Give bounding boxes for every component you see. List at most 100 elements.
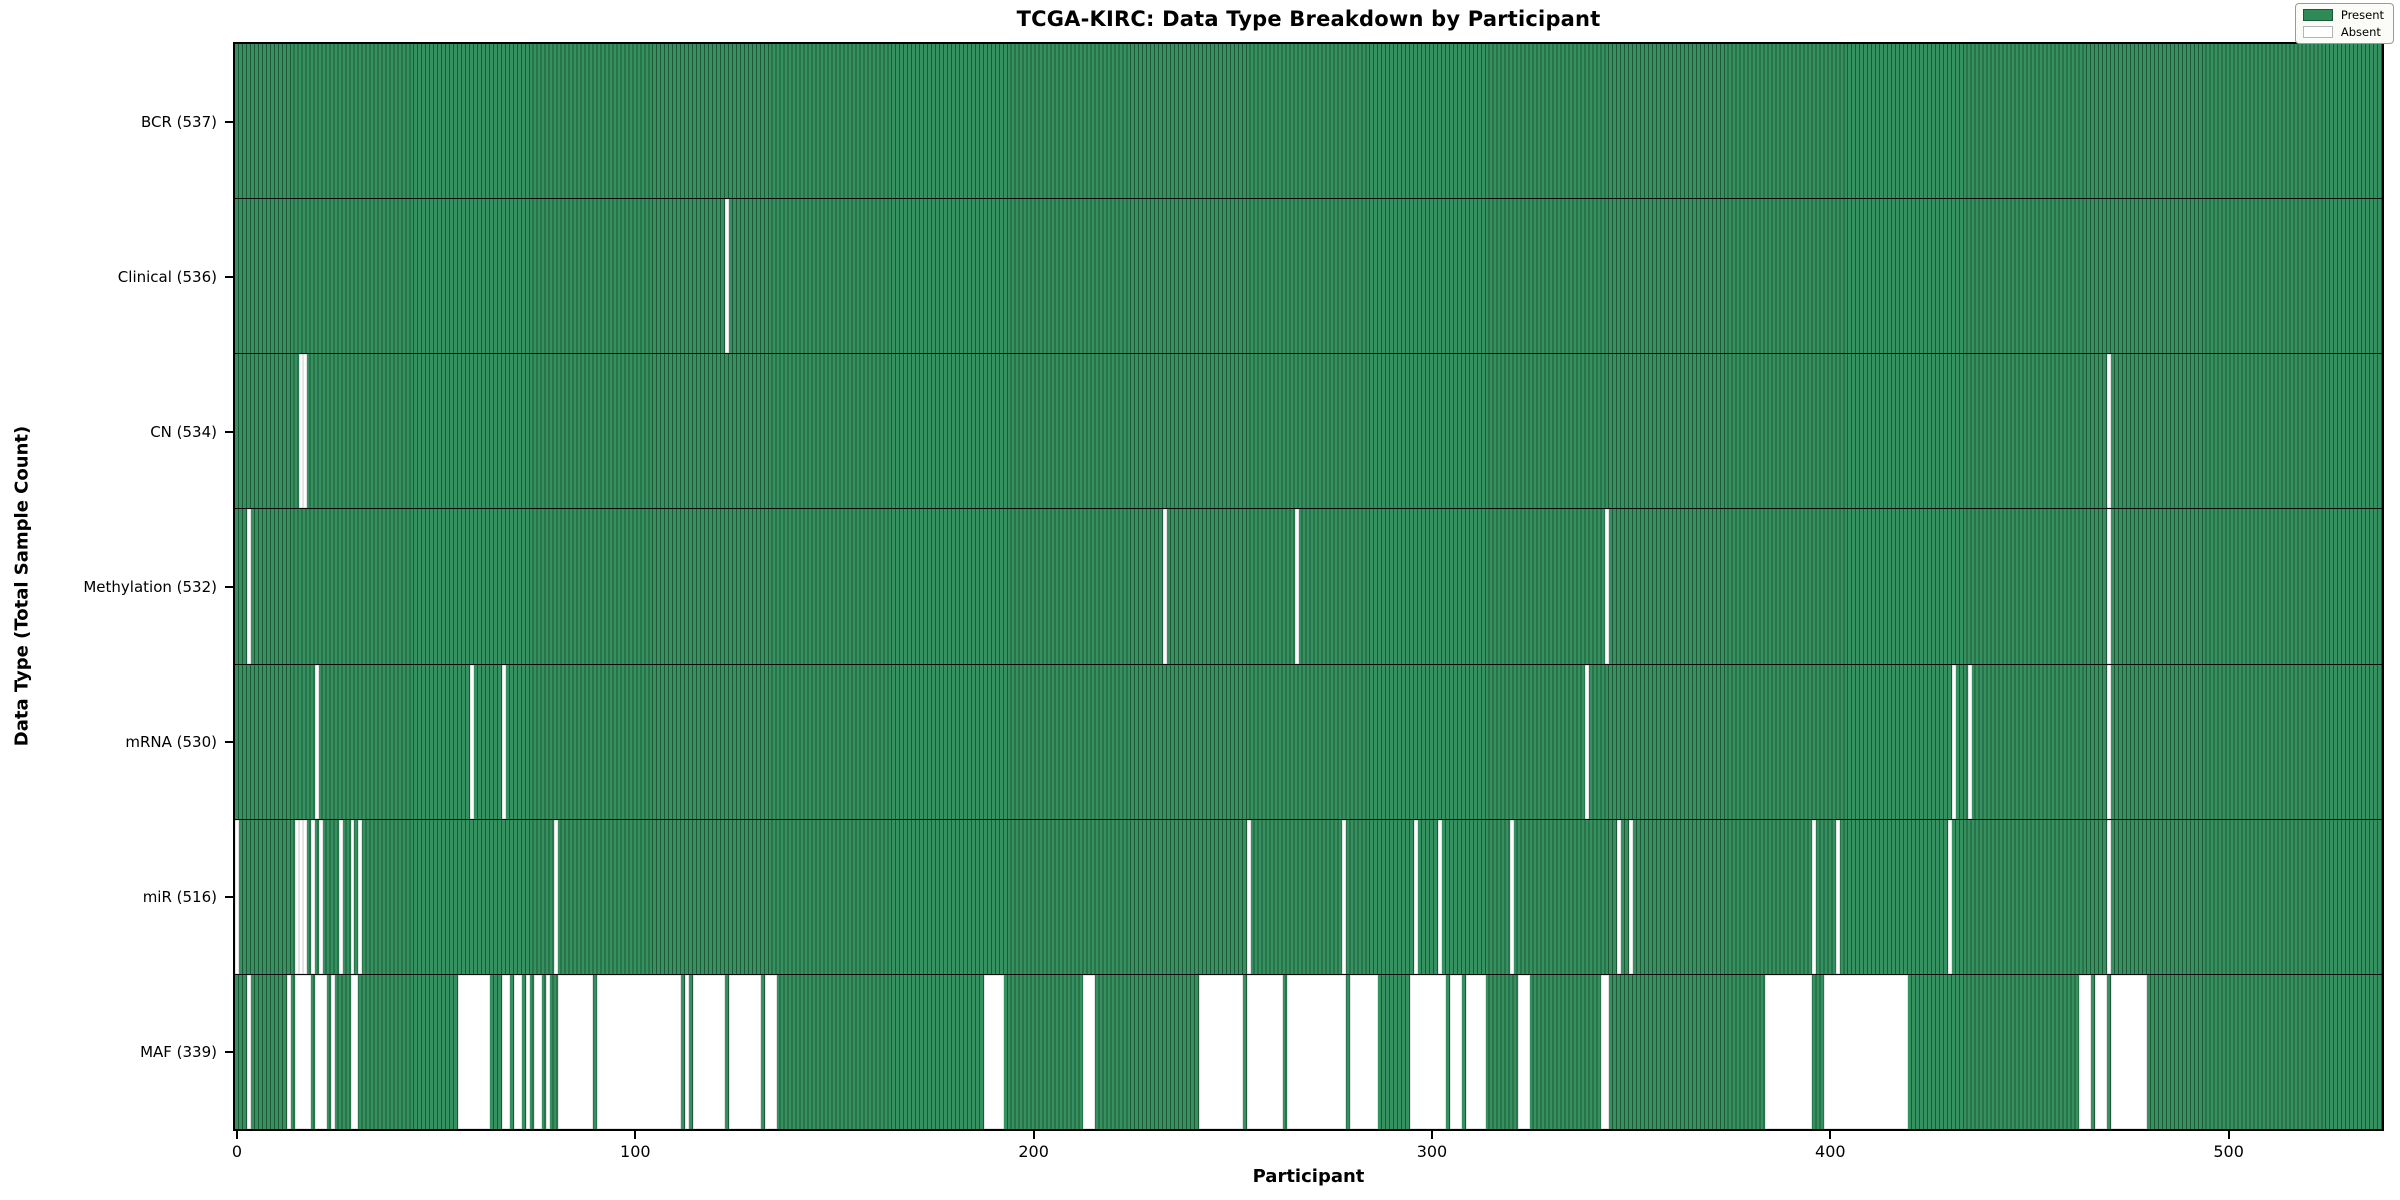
absent-bar bbox=[1465, 974, 1486, 1129]
y-tick-mark bbox=[225, 585, 233, 588]
absent-bar bbox=[470, 664, 474, 819]
absent-bar bbox=[1951, 664, 1956, 819]
legend-item-absent: Absent bbox=[2302, 25, 2384, 39]
absent-bar bbox=[1437, 819, 1442, 974]
absent-bar bbox=[724, 199, 729, 354]
absent-bar bbox=[302, 819, 307, 974]
row-label-CN: CN (534) bbox=[150, 422, 217, 441]
chart-row-BCR bbox=[235, 44, 2382, 200]
row-label-MAF: MAF (339) bbox=[140, 1042, 217, 1061]
y-tick-mark bbox=[225, 120, 233, 123]
x-axis-label: Participant bbox=[1252, 1166, 1365, 1187]
absent-bar bbox=[350, 974, 359, 1129]
absent-bar bbox=[1836, 819, 1841, 974]
absent-bar bbox=[764, 974, 777, 1129]
x-tick-mark bbox=[634, 1131, 637, 1139]
y-axis-label: Data Type (Total Sample Count) bbox=[11, 425, 33, 747]
absent-bar bbox=[458, 974, 490, 1129]
absent-bar bbox=[728, 974, 761, 1129]
x-tick-mark bbox=[1032, 1131, 1035, 1139]
x-tick-label: 200 bbox=[1018, 1142, 1049, 1161]
y-tick-mark bbox=[225, 895, 233, 898]
absent-bar bbox=[350, 819, 355, 974]
absent-bar bbox=[1617, 819, 1622, 974]
y-tick-mark bbox=[225, 275, 233, 278]
chart-row-Clinical bbox=[235, 199, 2382, 355]
absent-bar bbox=[286, 974, 291, 1129]
absent-bar bbox=[1812, 819, 1817, 974]
chart-title: TCGA-KIRC: Data Type Breakdown by Partic… bbox=[1016, 7, 1601, 31]
absent-bar bbox=[314, 664, 319, 819]
absent-bar bbox=[545, 974, 550, 1129]
x-tick-label: 0 bbox=[231, 1142, 243, 1161]
x-tick-mark bbox=[1430, 1131, 1433, 1139]
absent-bar bbox=[2079, 974, 2092, 1129]
legend: Present Absent bbox=[2294, 3, 2394, 44]
absent-bar bbox=[1629, 819, 1634, 974]
absent-bar bbox=[2095, 974, 2108, 1129]
absent-bar bbox=[1410, 974, 1446, 1129]
absent-bar bbox=[330, 974, 335, 1129]
absent-bar bbox=[302, 354, 307, 509]
absent-bar bbox=[1824, 974, 1908, 1129]
absent-bar bbox=[2107, 509, 2112, 664]
row-label-mRNA: mRNA (530) bbox=[125, 732, 217, 751]
absent-bar bbox=[1414, 819, 1419, 974]
x-tick-label: 400 bbox=[1815, 1142, 1846, 1161]
absent-bar bbox=[1585, 664, 1590, 819]
absent-bar bbox=[235, 819, 239, 974]
present-bars-Methylation bbox=[235, 509, 2382, 664]
absent-bar bbox=[298, 819, 303, 974]
row-label-Clinical: Clinical (536) bbox=[117, 267, 217, 286]
y-tick-mark bbox=[225, 430, 233, 433]
x-tick-label: 500 bbox=[2213, 1142, 2244, 1161]
absent-bar bbox=[318, 819, 323, 974]
y-tick-mark bbox=[225, 1050, 233, 1053]
row-label-BCR: BCR (537) bbox=[140, 112, 217, 131]
absent-bar bbox=[1198, 974, 1243, 1129]
absent-bar bbox=[2111, 974, 2147, 1129]
present-bars-BCR bbox=[235, 44, 2382, 199]
chart-row-Methylation bbox=[235, 509, 2382, 665]
absent-bar bbox=[1517, 974, 1530, 1129]
legend-swatch-absent-icon bbox=[2302, 26, 2333, 38]
legend-label-present: Present bbox=[2340, 8, 2384, 22]
absent-bar bbox=[693, 974, 725, 1129]
absent-bar bbox=[501, 974, 510, 1129]
absent-bar bbox=[1083, 974, 1096, 1129]
absent-bar bbox=[246, 974, 251, 1129]
present-bars-mRNA bbox=[235, 664, 2382, 819]
absent-bar bbox=[513, 974, 522, 1129]
y-tick-mark bbox=[225, 740, 233, 743]
absent-bar bbox=[685, 974, 690, 1129]
row-label-miR: miR (516) bbox=[142, 887, 217, 906]
absent-bar bbox=[1764, 974, 1813, 1129]
absent-bar bbox=[525, 974, 530, 1129]
absent-bar bbox=[557, 974, 594, 1129]
absent-bar bbox=[553, 819, 558, 974]
legend-label-absent: Absent bbox=[2340, 25, 2381, 39]
row-label-Methylation: Methylation (532) bbox=[83, 577, 217, 596]
absent-bar bbox=[501, 664, 506, 819]
chart-row-CN bbox=[235, 354, 2382, 510]
absent-bar bbox=[1509, 819, 1514, 974]
absent-bar bbox=[1246, 974, 1283, 1129]
absent-bar bbox=[1163, 509, 1168, 664]
absent-bar bbox=[1350, 974, 1379, 1129]
absent-bar bbox=[1342, 819, 1347, 974]
legend-swatch-present-icon bbox=[2302, 9, 2333, 21]
absent-bar bbox=[358, 819, 363, 974]
absent-bar bbox=[533, 974, 542, 1129]
chart-row-MAF bbox=[235, 974, 2382, 1129]
chart-row-miR bbox=[235, 819, 2382, 975]
x-tick-mark bbox=[235, 1131, 238, 1139]
x-tick-mark bbox=[1829, 1131, 1832, 1139]
absent-bar bbox=[1449, 974, 1462, 1129]
absent-bar bbox=[294, 819, 299, 974]
absent-bar bbox=[2107, 354, 2112, 509]
absent-bar bbox=[310, 819, 315, 974]
plot-area bbox=[233, 42, 2384, 1131]
x-tick-label: 100 bbox=[620, 1142, 651, 1161]
absent-bar bbox=[1967, 664, 1972, 819]
absent-bar bbox=[2107, 664, 2112, 819]
